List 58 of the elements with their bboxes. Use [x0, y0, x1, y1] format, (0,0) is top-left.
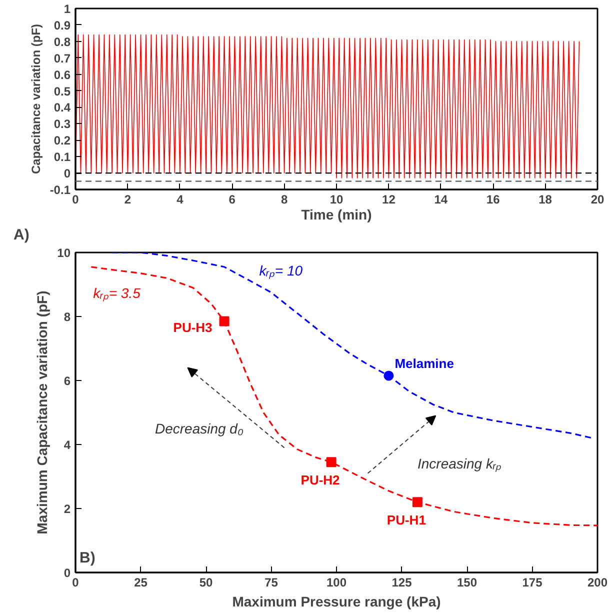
- point: [326, 457, 336, 468]
- x-tick-label: 0: [72, 192, 80, 206]
- y-tick-label: -0.1: [50, 183, 71, 197]
- annotation: Decreasing d₀: [154, 420, 244, 436]
- y-tick-label: 0.6: [54, 68, 71, 82]
- annotation: Increasing kᵣₚ: [417, 456, 502, 473]
- x-tick-label: 2: [124, 192, 132, 206]
- y-tick-label: 0.4: [54, 100, 71, 115]
- point: [412, 497, 422, 508]
- y-tick-label: 0.3: [54, 117, 71, 132]
- y-tick-label: 10: [57, 246, 71, 260]
- y-tick-label: 6: [64, 374, 71, 388]
- y-tick-label: 0.8: [54, 34, 71, 49]
- y-axis-title: Maximum Capacitance variation (pF): [34, 290, 50, 534]
- x-axis-title: Maximum Pressure range (kPa): [232, 594, 441, 610]
- annotation: Melamine: [394, 356, 454, 372]
- x-tick-label: 50: [199, 576, 213, 590]
- x-tick-label: 75: [264, 576, 278, 590]
- series-label: kᵣₚ= 3.5: [93, 284, 141, 302]
- y-tick-label: 4: [64, 438, 71, 452]
- annotation: PU-H1: [386, 512, 426, 528]
- point: [219, 316, 230, 326]
- y-tick-label: 2: [64, 502, 71, 516]
- y-tick-label: 0.2: [54, 134, 71, 148]
- line-series: [90, 266, 598, 526]
- x-tick-label: 200: [587, 576, 608, 590]
- line-series: [76, 34, 580, 178]
- annotation: PU-H2: [300, 472, 340, 488]
- x-tick-label: 6: [228, 192, 236, 206]
- y-tick-label: 0.1: [54, 150, 71, 164]
- point: [384, 370, 394, 381]
- y-tick-label: 0: [64, 566, 71, 580]
- y-tick-label: 1: [64, 2, 71, 16]
- x-tick-label: 100: [326, 576, 347, 590]
- x-tick-label: 125: [392, 576, 412, 590]
- y-tick-label: 8: [64, 310, 71, 324]
- y-tick-label: 0.5: [54, 84, 71, 98]
- x-tick-label: 4: [176, 192, 184, 206]
- x-tick-label: 18: [538, 192, 552, 206]
- x-axis-title: Time (min): [301, 206, 372, 222]
- x-tick-label: 12: [382, 192, 396, 206]
- x-tick-label: 175: [522, 576, 543, 590]
- y-axis-title: Capacitance variation (pF): [28, 24, 43, 174]
- y-tick-label: 0: [64, 166, 71, 181]
- annotation: PU-H3: [173, 320, 212, 335]
- y-tick-label: 0.7: [54, 51, 71, 66]
- x-tick-label: 150: [456, 576, 478, 590]
- text: A): [14, 226, 30, 244]
- x-tick-label: 10: [330, 192, 344, 206]
- annotation: B): [80, 550, 96, 566]
- y-tick-label: 0.9: [54, 18, 71, 32]
- x-tick-label: 14: [434, 192, 448, 206]
- series-label: kᵣₚ= 10: [259, 262, 303, 280]
- x-tick-label: 8: [280, 192, 288, 206]
- x-tick-label: 25: [134, 576, 148, 590]
- x-tick-label: 16: [486, 192, 500, 206]
- x-tick-label: 20: [590, 192, 604, 206]
- x-tick-label: 0: [72, 576, 80, 590]
